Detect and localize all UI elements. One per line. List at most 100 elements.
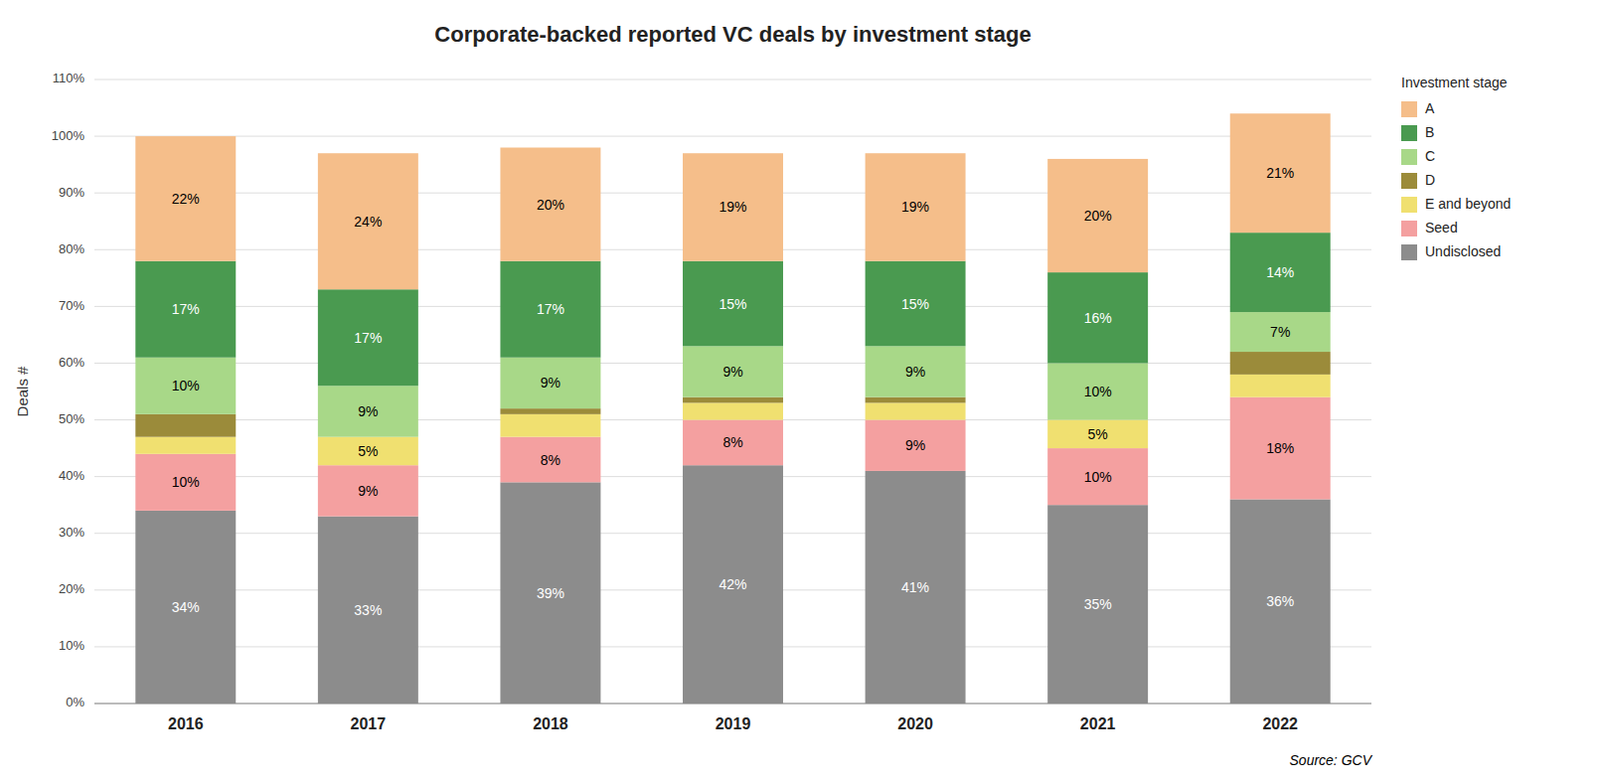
legend-swatch [1401, 244, 1418, 261]
bar-segment [865, 153, 966, 261]
bar-segment [682, 465, 784, 704]
chart: Corporate-backed reported VC deals by in… [0, 0, 1600, 783]
bar-segment [1047, 272, 1148, 363]
bar-segment [682, 153, 784, 261]
legend-label: Seed [1425, 219, 1458, 236]
legend-swatch [1401, 220, 1418, 237]
bars [135, 113, 1330, 704]
bar-segment [682, 420, 784, 467]
bar-segment [135, 437, 236, 455]
bar-segment [1230, 113, 1331, 233]
x-tick-label: 2021 [1080, 715, 1117, 733]
data-label: 9% [905, 363, 926, 380]
bar-segment [135, 510, 236, 704]
bar-segment [135, 261, 236, 358]
x-tick-label: 2022 [1262, 715, 1298, 733]
bar-segment [1230, 374, 1331, 398]
y-tick-label: 60% [58, 354, 85, 370]
legend-title: Investment stage [1401, 74, 1508, 91]
bar-segment [135, 454, 236, 511]
data-label: 41% [901, 579, 930, 596]
y-tick-label: 20% [58, 581, 85, 597]
bar-segment [318, 465, 419, 516]
legend-swatch [1401, 196, 1418, 213]
data-label: 19% [901, 198, 930, 215]
bar-segment [1047, 362, 1148, 420]
data-label: 21% [1266, 164, 1294, 181]
x-tick-label: 2016 [167, 715, 204, 733]
bar-segment [499, 414, 601, 438]
data-label: 39% [536, 585, 565, 602]
bar-segment [1230, 498, 1331, 704]
bar-segment [1047, 448, 1148, 505]
bar-segment [135, 357, 236, 415]
bar-segment [865, 471, 966, 704]
y-tick-label: 40% [58, 468, 85, 483]
bar-segment [1230, 232, 1331, 313]
legend-label: B [1425, 124, 1435, 141]
data-label: 22% [171, 190, 200, 207]
data-label: 9% [357, 482, 378, 499]
bar-segment [318, 437, 419, 467]
y-tick-label: 50% [58, 411, 85, 427]
bar-segment [1047, 504, 1148, 704]
bar-segment [318, 385, 419, 437]
data-label: 10% [1084, 469, 1113, 485]
legend-label: C [1425, 148, 1436, 164]
bar-segment [318, 289, 419, 386]
data-label: 16% [1084, 310, 1113, 326]
grid-line [94, 136, 1372, 138]
grid-line [94, 703, 1372, 705]
y-tick-label: 30% [58, 524, 85, 540]
data-label: 8% [540, 452, 561, 469]
data-label: 15% [718, 296, 747, 313]
grid [94, 79, 1372, 704]
bar-segment [499, 261, 601, 358]
bar-segment [1230, 312, 1331, 352]
data-label: 18% [1266, 440, 1294, 457]
bar-segment [135, 136, 236, 262]
data-label: 35% [1084, 596, 1113, 613]
data-labels: 34%33%39%42%41%35%36%10%9%8%8%9%10%18%5%… [171, 164, 1294, 619]
bar-segment [1047, 159, 1148, 273]
data-label: 9% [540, 374, 561, 391]
data-label: 5% [357, 443, 378, 460]
data-label: 42% [718, 576, 747, 593]
y-tick-label: 0% [65, 694, 85, 710]
data-label: 10% [171, 474, 200, 490]
bar-segment [682, 345, 784, 397]
bar-segment [499, 481, 601, 704]
bar-segment [682, 261, 784, 347]
data-label: 20% [1084, 207, 1113, 224]
data-label: 20% [536, 196, 565, 213]
data-label: 14% [1266, 264, 1294, 281]
data-label: 9% [905, 437, 926, 454]
bar-segment [865, 397, 966, 404]
bar-segment [135, 414, 236, 438]
data-label: 5% [1088, 426, 1109, 443]
legend: Investment stageABCDE and beyondSeedUndi… [1401, 74, 1511, 261]
data-label: 24% [353, 213, 382, 230]
data-label: 9% [357, 403, 378, 420]
data-label: 33% [353, 602, 382, 619]
bar-segment [499, 148, 601, 262]
bar-segment [318, 516, 419, 704]
x-tick-label: 2017 [350, 715, 387, 733]
y-tick-label: 100% [51, 128, 86, 144]
bar-segment [865, 420, 966, 472]
bar-segment [1230, 351, 1331, 375]
data-label: 34% [171, 599, 200, 616]
data-label: 10% [171, 377, 200, 394]
bar-segment [499, 408, 601, 415]
data-label: 10% [1084, 383, 1113, 400]
bar-segment [1047, 420, 1148, 450]
y-tick-label: 80% [58, 241, 85, 257]
legend-label: E and beyond [1425, 195, 1511, 212]
y-tick-label: 70% [58, 298, 85, 314]
data-label: 36% [1266, 593, 1294, 610]
y-tick-label: 10% [58, 638, 85, 653]
legend-swatch [1401, 149, 1418, 165]
source-note: Source: GCV [1289, 752, 1374, 769]
legend-swatch [1401, 125, 1418, 142]
bar-segment [865, 261, 966, 347]
